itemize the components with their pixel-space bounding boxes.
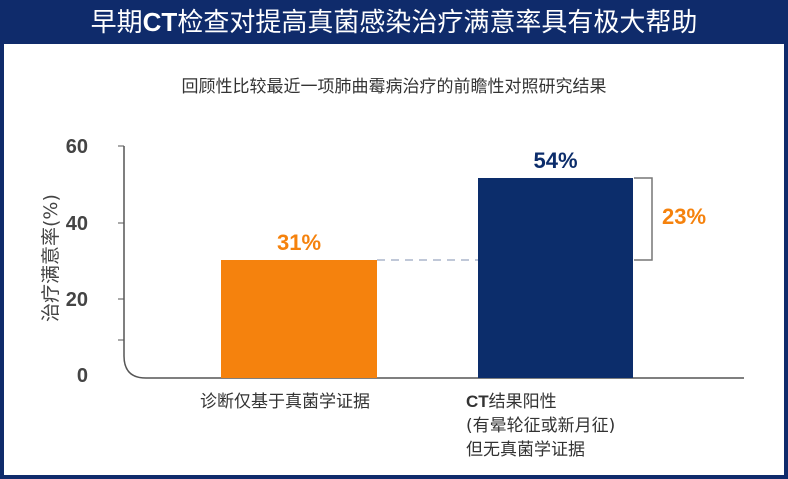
bar-mycology-only <box>221 260 377 378</box>
y-tick-60: 60 <box>65 136 88 158</box>
page-title: 早期CT检查对提高真菌感染治疗满意率具有极大帮助 <box>90 7 698 38</box>
value-label-54: 54% <box>533 148 578 173</box>
value-label-31: 31% <box>276 230 322 255</box>
y-tick-0: 0 <box>76 365 88 387</box>
y-tick-40: 40 <box>65 213 88 235</box>
y-tick-20: 20 <box>65 289 88 311</box>
category-label-2: CT结果阳性 (有晕轮征或新月征) 但无真菌学证据 <box>466 392 616 460</box>
axes <box>118 145 744 379</box>
chart-panel: 回顾性比较最近一项肺曲霉病治疗的前瞻性对照研究结果 治疗满意率(%) 60 40… <box>4 44 784 475</box>
category-label-1: 诊断仅基于真菌学证据 <box>200 392 370 412</box>
chart-subtitle: 回顾性比较最近一项肺曲霉病治疗的前瞻性对照研究结果 <box>181 77 607 97</box>
difference-label: 23% <box>661 204 707 229</box>
bar-ct-positive <box>478 178 633 378</box>
